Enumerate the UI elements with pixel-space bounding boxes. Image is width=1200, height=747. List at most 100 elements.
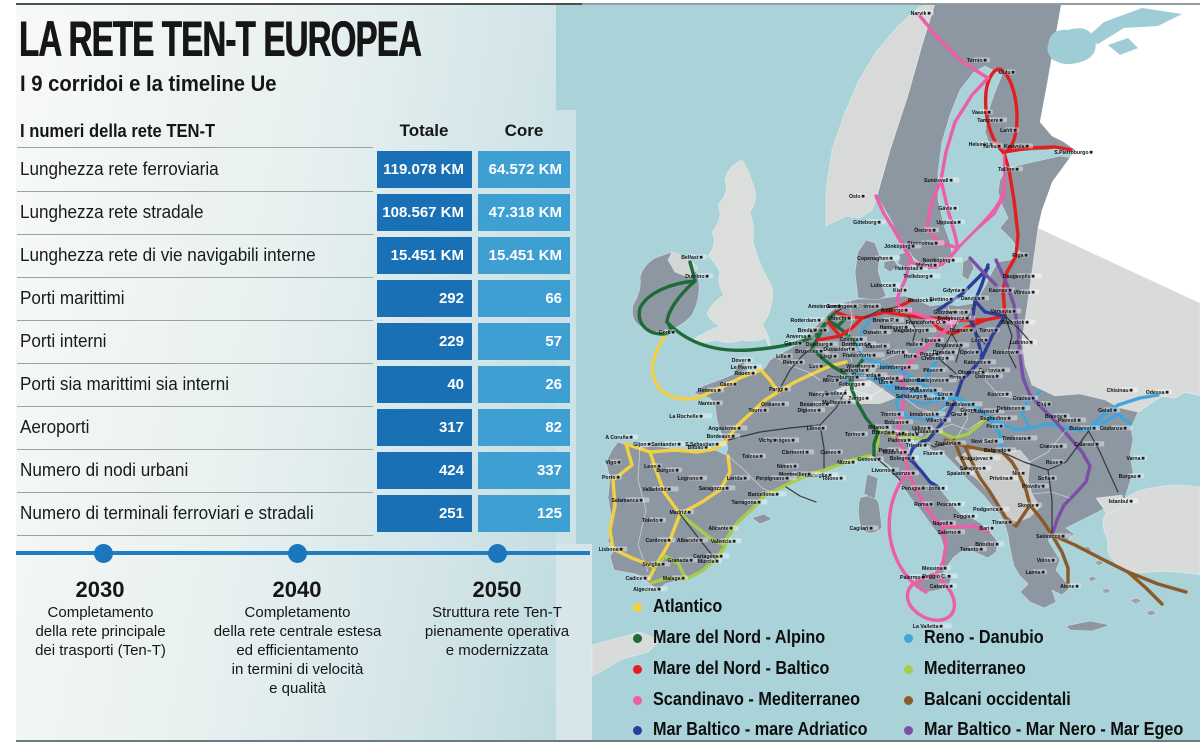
svg-text:Lubecca: Lubecca	[870, 283, 891, 289]
svg-text:Taranto: Taranto	[960, 547, 979, 553]
svg-text:Lamia: Lamia	[1026, 570, 1041, 576]
svg-text:Norrköping: Norrköping	[923, 258, 951, 264]
svg-text:Trento: Trento	[881, 412, 897, 418]
svg-text:Dresda: Dresda	[933, 350, 951, 356]
svg-text:Cordova: Cordova	[645, 538, 666, 544]
svg-text:Logrono: Logrono	[677, 476, 698, 482]
svg-text:Basilea: Basilea	[824, 391, 842, 397]
svg-text:Bialystok: Bialystok	[1001, 320, 1024, 326]
svg-text:Ostrava: Ostrava	[975, 374, 994, 380]
svg-text:Augusta: Augusta	[874, 376, 895, 382]
svg-text:Albacete: Albacete	[677, 538, 699, 544]
svg-text:Udine: Udine	[912, 426, 927, 432]
svg-text:Pilsen: Pilsen	[923, 368, 938, 374]
svg-text:Skopje: Skopje	[1017, 503, 1034, 509]
svg-text:Lipsia: Lipsia	[922, 338, 937, 344]
svg-text:Toledo: Toledo	[642, 518, 659, 524]
svg-text:Passavia: Passavia	[910, 388, 932, 394]
svg-text:Cork: Cork	[659, 330, 671, 336]
svg-text:Leon: Leon	[644, 464, 656, 470]
svg-text:Bruxelles: Bruxelles	[795, 349, 818, 355]
svg-text:Bari: Bari	[979, 526, 990, 532]
svg-text:Örebro: Örebro	[914, 227, 931, 234]
svg-text:Innsbruck: Innsbruck	[910, 412, 935, 418]
svg-text:Göteborg: Göteborg	[853, 220, 876, 226]
svg-text:Budejovice: Budejovice	[917, 378, 945, 384]
svg-text:Friburgo: Friburgo	[839, 382, 860, 388]
svg-text:Odessa: Odessa	[1146, 390, 1165, 396]
svg-text:Brindisi: Brindisi	[975, 542, 995, 548]
svg-text:Catania: Catania	[930, 584, 949, 590]
svg-text:Angouleme: Angouleme	[708, 426, 736, 432]
svg-text:Madrid: Madrid	[669, 510, 686, 516]
svg-text:Vigo: Vigo	[605, 460, 616, 466]
svg-text:Marsiglia: Marsiglia	[805, 473, 828, 479]
svg-text:Kosice: Kosice	[987, 392, 1004, 398]
svg-text:Lodz: Lodz	[971, 338, 984, 344]
svg-text:Costanza: Costanza	[1099, 426, 1122, 432]
svg-text:Varsavia: Varsavia	[990, 309, 1011, 315]
svg-text:Danzica: Danzica	[961, 296, 981, 302]
svg-text:Bordeaux: Bordeaux	[707, 434, 731, 440]
svg-text:Milano: Milano	[868, 425, 884, 431]
svg-text:Villach: Villach	[926, 418, 943, 424]
svg-text:La Rochelle: La Rochelle	[669, 414, 698, 420]
svg-text:Linz: Linz	[938, 392, 949, 398]
svg-text:Livorno: Livorno	[871, 468, 890, 474]
svg-text:Würzburg: Würzburg	[846, 364, 870, 370]
svg-text:Belfast: Belfast	[681, 255, 699, 261]
svg-text:Jönköping: Jönköping	[884, 244, 910, 250]
svg-text:Perugia: Perugia	[901, 486, 920, 492]
svg-text:Stoccolma: Stoccolma	[907, 241, 933, 247]
svg-text:Helsinki: Helsinki	[969, 142, 989, 148]
svg-text:Opole: Opole	[960, 350, 975, 356]
svg-text:Mulhouse: Mulhouse	[822, 400, 846, 406]
svg-text:Lubiana: Lubiana	[915, 429, 935, 435]
svg-text:Nimes: Nimes	[777, 464, 793, 470]
svg-text:Brasov: Brasov	[1045, 414, 1063, 420]
svg-text:Nis: Nis	[1012, 471, 1020, 477]
svg-text:Padova: Padova	[888, 438, 907, 444]
svg-text:Metz: Metz	[823, 378, 835, 384]
svg-text:Timisoara: Timisoara	[1002, 436, 1027, 442]
svg-text:Novi Sad: Novi Sad	[971, 439, 993, 445]
svg-text:Orléans: Orléans	[761, 402, 780, 408]
svg-text:Amburgo: Amburgo	[880, 308, 903, 314]
svg-text:Trelleborg: Trelleborg	[903, 274, 928, 280]
svg-text:Utrecht: Utrecht	[828, 316, 846, 322]
svg-text:Bydgoszcz: Bydgoszcz	[937, 316, 965, 322]
svg-text:Narvik: Narvik	[911, 11, 927, 17]
svg-text:Rotterdam: Rotterdam	[791, 318, 817, 324]
svg-text:Stoccarda: Stoccarda	[851, 373, 876, 379]
svg-text:Tampere: Tampere	[977, 118, 998, 124]
svg-text:Belgrado: Belgrado	[984, 448, 1006, 454]
svg-text:Karlsruhe: Karlsruhe	[840, 368, 864, 374]
svg-text:S.Pietroburgo: S.Pietroburgo	[1054, 150, 1088, 156]
svg-text:Cuneo: Cuneo	[820, 450, 836, 456]
svg-text:Granada: Granada	[667, 558, 688, 564]
svg-text:Tolone: Tolone	[822, 476, 839, 482]
svg-text:Bucarest: Bucarest	[1069, 426, 1091, 432]
svg-text:Ulm: Ulm	[879, 380, 889, 386]
svg-text:Chisinau: Chisinau	[1107, 388, 1129, 394]
svg-text:Volos: Volos	[1037, 558, 1051, 564]
svg-text:Saragozza: Saragozza	[699, 486, 725, 492]
svg-text:Anversa: Anversa	[786, 334, 807, 340]
svg-text:Kaunas: Kaunas	[989, 288, 1008, 294]
svg-text:Rouen: Rouen	[734, 371, 750, 377]
svg-text:Daugavpils: Daugavpils	[1003, 274, 1031, 280]
svg-text:Gyor: Gyor	[960, 408, 972, 414]
svg-text:Nancy: Nancy	[809, 392, 825, 398]
svg-text:Gävle: Gävle	[938, 206, 952, 212]
svg-text:Francoforte: Francoforte	[843, 353, 872, 359]
svg-text:Gdynia: Gdynia	[943, 288, 961, 294]
svg-text:Graz: Graz	[951, 412, 963, 418]
svg-text:Halle: Halle	[906, 342, 919, 348]
svg-text:Tolosa: Tolosa	[742, 454, 758, 460]
svg-text:Bologna: Bologna	[890, 456, 911, 462]
svg-text:Dublino: Dublino	[685, 274, 704, 280]
svg-text:Tarragona: Tarragona	[732, 500, 757, 506]
svg-text:Messina: Messina	[922, 566, 943, 572]
svg-text:Cracovia: Cracovia	[979, 368, 1001, 374]
svg-text:Kragujevac: Kragujevac	[961, 456, 989, 462]
